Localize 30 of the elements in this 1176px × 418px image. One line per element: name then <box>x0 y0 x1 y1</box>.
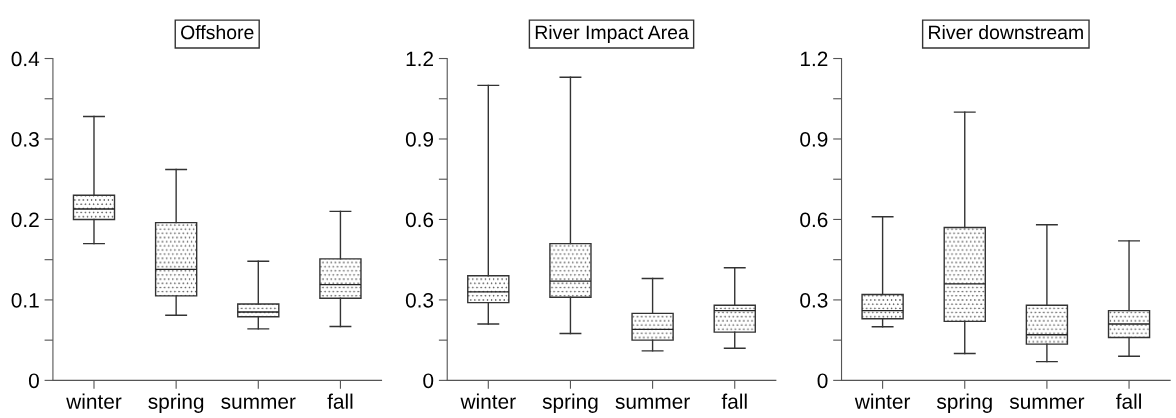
y-tick-label: 0 <box>423 373 434 389</box>
chart-title: River downstream <box>929 24 1083 40</box>
y-tick-label: 0.3 <box>405 292 434 308</box>
x-tick-label: summer <box>1009 397 1085 409</box>
x-tick-label: spring <box>148 393 204 413</box>
x-tick-label: winter <box>66 393 122 409</box>
x-tick-label: summer <box>615 397 690 409</box>
y-tick-label: 0.6 <box>405 212 434 228</box>
x-tick-label: fall <box>1116 393 1141 409</box>
x-tick-label: fall <box>327 393 353 409</box>
y-tick-label: 0.6 <box>800 212 828 228</box>
chart-title: River Impact Area <box>535 24 689 44</box>
y-tick-label: 0.2 <box>11 212 39 228</box>
y-tick-label: 0.9 <box>800 131 828 147</box>
x-tick-label: winter <box>460 393 516 409</box>
y-tick-label: 0.1 <box>11 292 39 308</box>
x-tick-label: fall <box>721 393 747 409</box>
y-tick-label: 0 <box>28 373 39 389</box>
y-tick-label: 1.2 <box>406 51 433 67</box>
y-tick-label: 0.9 <box>405 131 434 147</box>
y-tick-label: 0.4 <box>11 51 40 67</box>
x-tick-label: summer <box>221 397 296 409</box>
x-tick-label: winter <box>854 393 911 409</box>
x-tick-label: spring <box>542 393 598 413</box>
y-tick-label: 1.2 <box>800 51 828 67</box>
x-tick-label: spring <box>936 393 992 413</box>
y-tick-label: 0.3 <box>11 131 39 147</box>
chart-title: Offshore <box>181 24 254 40</box>
y-tick-label: 0 <box>817 373 828 389</box>
y-tick-label: 0.3 <box>800 292 828 308</box>
